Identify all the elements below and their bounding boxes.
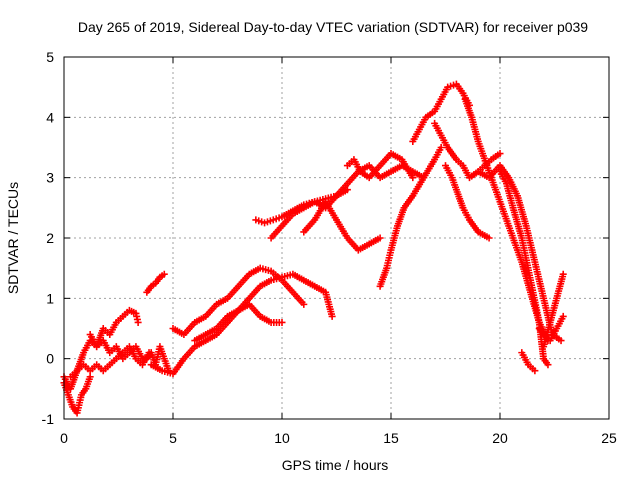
plot-frame — [63, 56, 610, 420]
y-tick-label: 1 — [46, 290, 54, 306]
axis-ticks: 0 5 10 15 20 25 -1 0 1 2 3 4 5 — [42, 49, 617, 446]
x-tick-label: 0 — [60, 430, 68, 446]
y-tick-label: 0 — [46, 351, 54, 367]
data-point — [496, 150, 504, 158]
data-points — [60, 80, 567, 417]
x-tick-label: 15 — [383, 430, 399, 446]
y-axis-label: SDTVAR / TECUs — [5, 182, 21, 294]
data-point — [437, 144, 445, 151]
data-point — [376, 234, 384, 242]
data-point — [485, 234, 493, 242]
series-arc-13 — [343, 150, 417, 182]
series-arc-22 — [540, 270, 567, 351]
series-arc-11 — [267, 162, 428, 242]
series-arc-6 — [143, 270, 168, 296]
series-arc-20 — [496, 168, 552, 369]
data-point — [86, 373, 94, 381]
series-arc-21 — [518, 349, 539, 375]
series-arc-17 — [442, 162, 493, 242]
y-tick-label: 4 — [46, 109, 54, 125]
series-arc-12 — [300, 198, 384, 254]
x-axis-label: GPS time / hours — [282, 457, 389, 473]
data-point — [559, 270, 567, 278]
series-arc-14 — [376, 144, 445, 290]
series-arc-8 — [169, 264, 308, 339]
y-tick-label: 2 — [46, 230, 54, 246]
data-point — [328, 312, 336, 320]
data-point — [300, 300, 308, 308]
data-point — [531, 367, 539, 375]
x-tick-label: 5 — [169, 430, 177, 446]
series-arc-5 — [143, 343, 173, 375]
series-arc-4 — [86, 331, 146, 363]
series-arc-9 — [191, 300, 286, 345]
data-point — [544, 361, 552, 369]
x-tick-label: 25 — [601, 430, 617, 446]
x-tick-label: 20 — [492, 430, 508, 446]
data-point — [409, 174, 417, 182]
y-tick-label: -1 — [42, 411, 55, 427]
data-point — [559, 312, 567, 320]
data-point — [278, 318, 286, 326]
data-point — [557, 337, 565, 345]
chart-title: Day 265 of 2019, Sidereal Day-to-day VTE… — [78, 19, 588, 35]
y-tick-label: 5 — [46, 49, 54, 65]
data-point — [134, 318, 142, 326]
series-arc-23 — [535, 312, 567, 345]
y-tick-label: 3 — [46, 170, 54, 186]
data-point — [160, 270, 168, 278]
x-tick-label: 10 — [274, 430, 290, 446]
series-arc-16 — [431, 119, 504, 182]
